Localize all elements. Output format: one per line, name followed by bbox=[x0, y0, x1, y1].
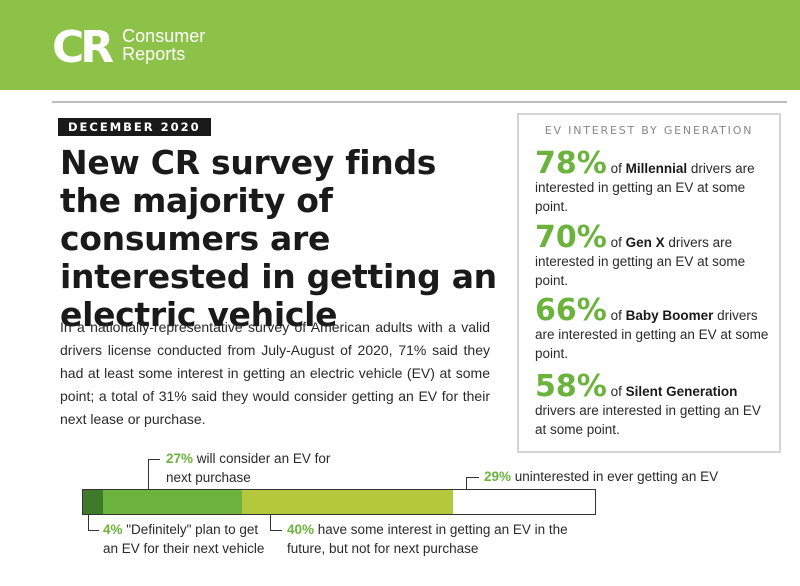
stat-connector: of bbox=[606, 235, 626, 250]
connector-line bbox=[270, 530, 282, 531]
interest-breakdown-bar bbox=[82, 489, 596, 515]
connector-line bbox=[88, 530, 99, 531]
stat-percent: 58% bbox=[535, 369, 607, 404]
connector-line bbox=[270, 514, 271, 531]
brand-header: CR Consumer Reports bbox=[0, 0, 800, 90]
annotation-text: uninterested in ever getting an EV bbox=[511, 469, 719, 484]
stat-millennial: 78% of Millennial drivers are interested… bbox=[535, 149, 769, 216]
logo-wordmark: Consumer Reports bbox=[122, 27, 205, 63]
logo-mark: CR bbox=[52, 22, 114, 73]
annotation-percent: 40% bbox=[287, 522, 315, 537]
annotation-text: have some interest in getting an EV in t… bbox=[287, 522, 568, 556]
intro-paragraph: In a nationally-representative survey of… bbox=[60, 319, 490, 427]
annotation-some-interest: 40% have some interest in getting an EV … bbox=[287, 520, 607, 558]
connector-line bbox=[88, 514, 89, 531]
connector-line bbox=[148, 459, 160, 460]
generation-panel-title: EV INTEREST BY GENERATION bbox=[544, 124, 754, 137]
annotation-will-consider: 27% will consider an EV for next purchas… bbox=[166, 449, 336, 487]
stat-connector: of bbox=[606, 308, 626, 323]
segment-definitely bbox=[83, 490, 103, 514]
connector-line bbox=[148, 459, 149, 490]
stat-text: drivers are interested in getting an EV … bbox=[535, 403, 761, 437]
stat-text: drivers are interested in getting an EV … bbox=[535, 161, 755, 214]
stat-percent: 78% bbox=[535, 146, 607, 181]
stat-gen-x: 70% of Gen X drivers are interested in g… bbox=[535, 223, 769, 290]
annotation-percent: 29% bbox=[484, 469, 512, 484]
stat-text: drivers are interested in getting an EV … bbox=[535, 235, 746, 288]
date-badge: DECEMBER 2020 bbox=[58, 118, 211, 136]
segment-uninterested bbox=[453, 490, 595, 514]
connector-line bbox=[466, 477, 479, 478]
stat-connector: of bbox=[606, 384, 626, 399]
annotation-text: "Definitely" plan to get an EV for their… bbox=[103, 522, 265, 556]
segment-some-interest bbox=[242, 490, 453, 514]
stat-group: Millennial bbox=[625, 161, 688, 176]
stat-silent-generation: 58% of Silent Generation drivers are int… bbox=[535, 372, 769, 439]
annotation-uninterested: 29% uninterested in ever getting an EV bbox=[484, 467, 784, 486]
annotation-percent: 4% bbox=[103, 522, 123, 537]
generation-panel: EV INTEREST BY GENERATION 78% of Millenn… bbox=[517, 113, 781, 453]
annotation-definitely: 4% "Definitely" plan to get an EV for th… bbox=[103, 520, 273, 558]
logo-line-2: Reports bbox=[122, 44, 186, 64]
page-title: New CR survey finds the majority of cons… bbox=[60, 143, 497, 334]
stat-group: Silent Generation bbox=[625, 384, 738, 399]
logo-line-1: Consumer bbox=[122, 26, 206, 46]
annotation-percent: 27% bbox=[166, 451, 194, 466]
stat-connector: of bbox=[606, 161, 626, 176]
stat-group: Baby Boomer bbox=[625, 308, 714, 323]
annotation-text: will consider an EV for next purchase bbox=[166, 451, 331, 485]
divider bbox=[52, 101, 787, 103]
connector-line bbox=[466, 477, 467, 490]
stat-percent: 66% bbox=[535, 293, 607, 328]
segment-will-consider bbox=[103, 490, 242, 514]
stat-percent: 70% bbox=[535, 220, 607, 255]
stat-text: drivers are interested in getting an EV … bbox=[535, 308, 769, 361]
stat-baby-boomer: 66% of Baby Boomer drivers are intereste… bbox=[535, 296, 769, 363]
consumer-reports-logo[interactable]: CR Consumer Reports bbox=[52, 26, 205, 70]
stat-group: Gen X bbox=[625, 235, 665, 250]
